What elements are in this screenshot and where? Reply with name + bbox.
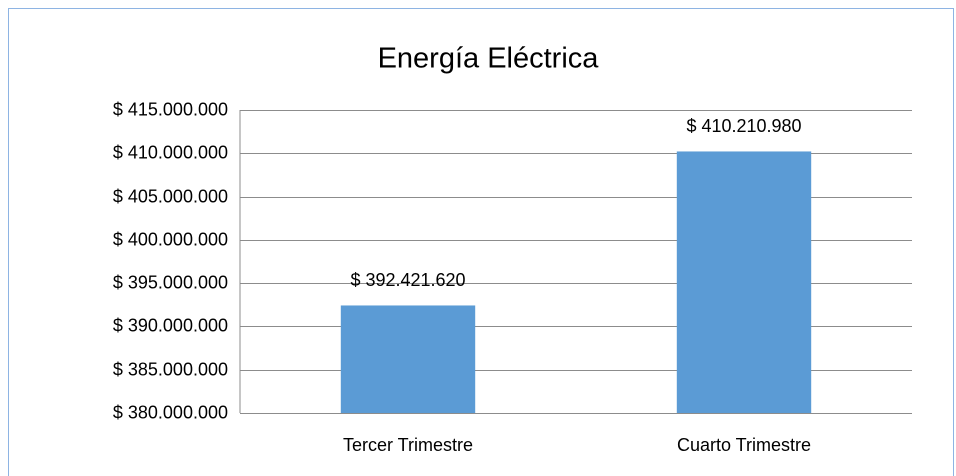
x-tick-label: Tercer Trimestre bbox=[343, 435, 473, 455]
y-tick-label: $ 385.000.000 bbox=[113, 359, 228, 379]
y-tick-label: $ 410.000.000 bbox=[113, 142, 228, 162]
y-tick-label: $ 415.000.000 bbox=[113, 99, 228, 119]
data-label: $ 392.421.620 bbox=[350, 270, 465, 290]
y-tick-label: $ 395.000.000 bbox=[113, 272, 228, 292]
y-tick-label: $ 380.000.000 bbox=[113, 402, 228, 422]
x-tick-label: Cuarto Trimestre bbox=[677, 435, 811, 455]
bar bbox=[340, 305, 476, 413]
y-tick-label: $ 390.000.000 bbox=[113, 315, 228, 335]
bar bbox=[676, 151, 812, 413]
chart-title: Energía Eléctrica bbox=[378, 43, 600, 75]
y-tick-label: $ 405.000.000 bbox=[113, 186, 228, 206]
y-tick-label: $ 400.000.000 bbox=[113, 229, 228, 249]
chart-border bbox=[8, 8, 954, 476]
data-label: $ 410.210.980 bbox=[686, 116, 801, 136]
